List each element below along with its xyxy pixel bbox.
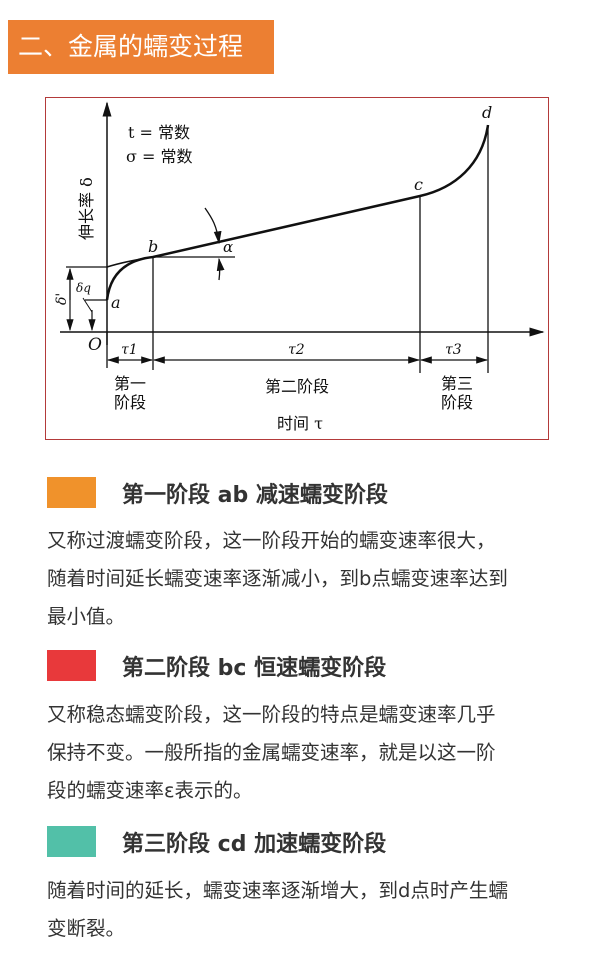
text-line: 变断裂。	[47, 917, 126, 940]
tau2-label: τ2	[288, 342, 305, 358]
point-c-label: c	[414, 175, 423, 194]
stage3-label-line2: 阶段	[441, 393, 473, 412]
stage3-color-swatch	[47, 826, 96, 857]
origin-label: O	[88, 335, 102, 355]
tangent-extension	[106, 256, 154, 268]
point-b-label: b	[148, 237, 158, 256]
tau3-label: τ3	[445, 342, 462, 358]
tau1-label: τ1	[121, 342, 138, 358]
stage1-heading: 第一阶段 ab 减速蠕变阶段	[122, 483, 388, 508]
angle-alpha-label: α	[223, 238, 233, 256]
stage2-color-swatch	[47, 650, 96, 681]
x-axis-label: 时间 τ	[277, 414, 323, 433]
stage1-description: 又称过渡蠕变阶段，这一阶段开始的蠕变速率很大， 随着时间延长蠕变速率逐渐减小，到…	[47, 522, 567, 636]
creep-curve	[105, 124, 490, 301]
angle-arrow-bottom	[216, 257, 225, 281]
stage3-label-line1: 第三	[441, 374, 473, 393]
text-line: 随着时间的延长，蠕变速率逐渐增大，到d点时产生蠕	[47, 879, 508, 902]
creep-curve-diagram: t = 常数 σ = 常数 伸长率 δ O a b c d α δ' δq τ1…	[54, 101, 545, 433]
stage3-description: 随着时间的延长，蠕变速率逐渐增大，到d点时产生蠕 变断裂。	[47, 872, 567, 948]
text-line: 段的蠕变速率ε表示的。	[47, 779, 253, 802]
creep-curve-diagram-frame	[45, 97, 549, 440]
condition-t: t = 常数	[128, 123, 190, 142]
stage3-heading: 第三阶段 cd 加速蠕变阶段	[122, 832, 387, 857]
point-d-label: d	[482, 103, 492, 122]
section-title: 二、金属的蠕变过程	[8, 20, 274, 74]
text-line: 最小值。	[47, 605, 126, 628]
text-line: 又称过渡蠕变阶段，这一阶段开始的蠕变速率很大，	[47, 529, 496, 552]
stage2-label: 第二阶段	[265, 377, 329, 396]
y-axis-label: 伸长率 δ	[77, 177, 96, 240]
stage1-color-swatch	[47, 477, 96, 508]
delta-q-label: δq	[76, 281, 91, 295]
condition-sigma: σ = 常数	[126, 147, 193, 166]
text-line: 保持不变。一般所指的金属蠕变速率，就是以这一阶	[47, 741, 496, 764]
text-line: 又称稳态蠕变阶段，这一阶段的特点是蠕变速率几乎	[47, 703, 496, 726]
stage1-label-line1: 第一	[114, 374, 146, 393]
point-a-label: a	[111, 293, 121, 312]
stage1-label-line2: 阶段	[114, 393, 146, 412]
angle-arrow-top	[204, 207, 222, 245]
text-line: 随着时间延长蠕变速率逐渐减小，到b点蠕变速率达到	[47, 567, 508, 590]
delta-prime-label: δ'	[54, 293, 70, 305]
stage2-description: 又称稳态蠕变阶段，这一阶段的特点是蠕变速率几乎 保持不变。一般所指的金属蠕变速率…	[47, 696, 567, 810]
stage2-heading: 第二阶段 bc 恒速蠕变阶段	[122, 656, 387, 681]
